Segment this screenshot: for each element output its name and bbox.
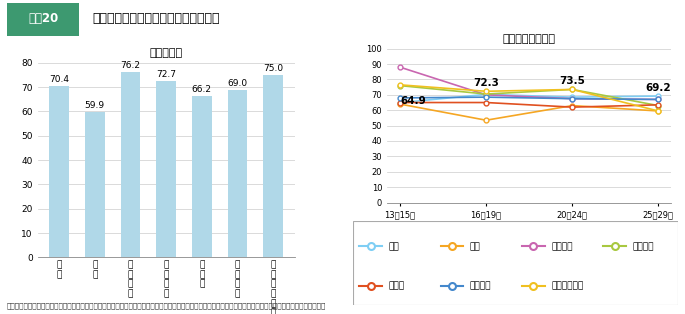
Text: 75.0: 75.0 [263, 64, 283, 73]
Text: 64.9: 64.9 [400, 96, 425, 106]
Bar [263, 75, 283, 257]
Bar [227, 89, 247, 257]
Text: イギリス: イギリス [632, 242, 654, 251]
Bar [192, 96, 212, 257]
Title: （２）年齢階級別: （２）年齢階級別 [503, 34, 556, 44]
Text: フランス: フランス [470, 282, 491, 291]
Bar [49, 86, 69, 257]
Text: 69.2: 69.2 [645, 83, 671, 93]
Text: スウェーデン: スウェーデン [551, 282, 584, 291]
Text: （注）「あなたは、これから述べることについてどう思いますか。」との問いに対し、「自国人であることに誇りを持っている」に「はい」と回答した者の合計。: （注）「あなたは、これから述べることについてどう思いますか。」との問いに対し、「… [7, 302, 326, 309]
Text: 72.3: 72.3 [473, 78, 499, 88]
Text: 図表20: 図表20 [28, 12, 58, 24]
Text: 73.5: 73.5 [559, 76, 585, 86]
FancyBboxPatch shape [353, 221, 678, 305]
Title: （１）全体: （１）全体 [149, 48, 183, 58]
Text: 59.9: 59.9 [85, 101, 105, 110]
FancyBboxPatch shape [7, 3, 79, 36]
Bar [156, 81, 176, 257]
Text: ドイツ: ドイツ [388, 282, 405, 291]
Text: 66.2: 66.2 [192, 85, 212, 95]
Text: 72.7: 72.7 [156, 70, 176, 78]
Text: 69.0: 69.0 [227, 78, 247, 88]
Bar [121, 72, 140, 257]
Text: 70.4: 70.4 [49, 75, 69, 84]
Text: 76.2: 76.2 [121, 61, 140, 70]
Text: アメリカ: アメリカ [551, 242, 573, 251]
Text: 日本: 日本 [388, 242, 399, 251]
Text: 自国人であることに誇りを持っている: 自国人であることに誇りを持っている [92, 12, 220, 24]
Text: 韓国: 韓国 [470, 242, 481, 251]
Bar [85, 112, 105, 257]
